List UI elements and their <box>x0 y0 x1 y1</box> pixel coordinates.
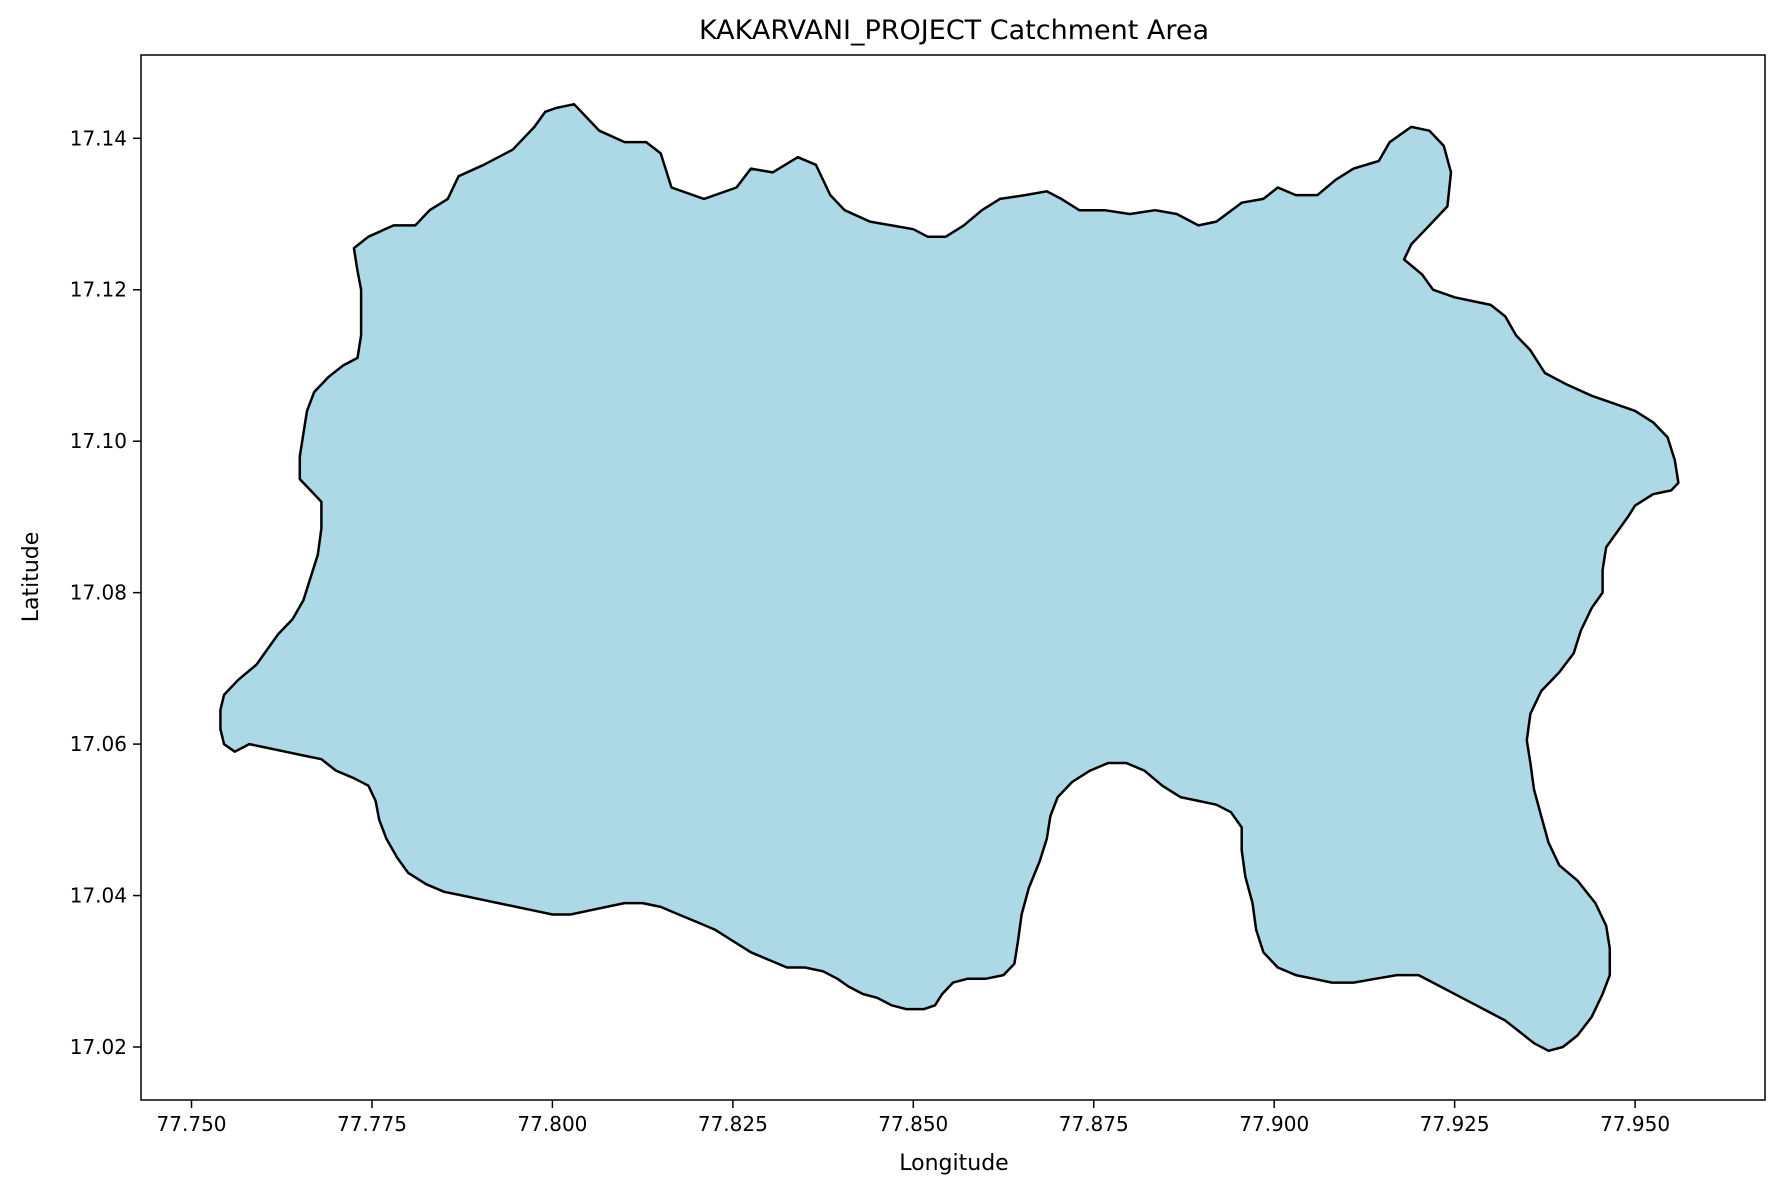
y-tick-label: 17.06 <box>70 732 127 756</box>
x-tick-label: 77.825 <box>698 1112 768 1136</box>
x-tick-label: 77.875 <box>1059 1112 1129 1136</box>
x-tick-label: 77.925 <box>1420 1112 1490 1136</box>
x-tick-label: 77.800 <box>517 1112 587 1136</box>
y-axis-ticks: 17.02 17.04 17.06 17.08 17.10 17.12 17.14 <box>70 126 141 1059</box>
x-axis-ticks: 77.750 77.775 77.800 77.825 77.850 77.875 77.9… <box>157 1100 1670 1136</box>
y-tick-label: 17.12 <box>70 278 127 302</box>
plot-frame <box>140 54 1766 1101</box>
y-tick-label: 17.04 <box>70 884 127 908</box>
x-tick-label: 77.900 <box>1239 1112 1309 1136</box>
y-tick-label: 17.14 <box>70 126 127 150</box>
y-axis-label: Latitude <box>19 532 44 623</box>
map-title: KAKARVANI_PROJECT Catchment Area <box>699 15 1209 46</box>
catchment-polygon <box>219 102 1680 1053</box>
plot-area <box>140 54 1766 1101</box>
x-tick-label: 77.850 <box>878 1112 948 1136</box>
x-tick-label: 77.950 <box>1600 1112 1670 1136</box>
x-tick-label: 77.775 <box>337 1112 407 1136</box>
y-tick-label: 17.08 <box>70 581 127 605</box>
x-axis-label: Longitude <box>899 1151 1008 1176</box>
y-tick-label: 17.02 <box>70 1035 127 1059</box>
x-tick-label: 77.750 <box>157 1112 227 1136</box>
y-tick-label: 17.10 <box>70 429 127 453</box>
